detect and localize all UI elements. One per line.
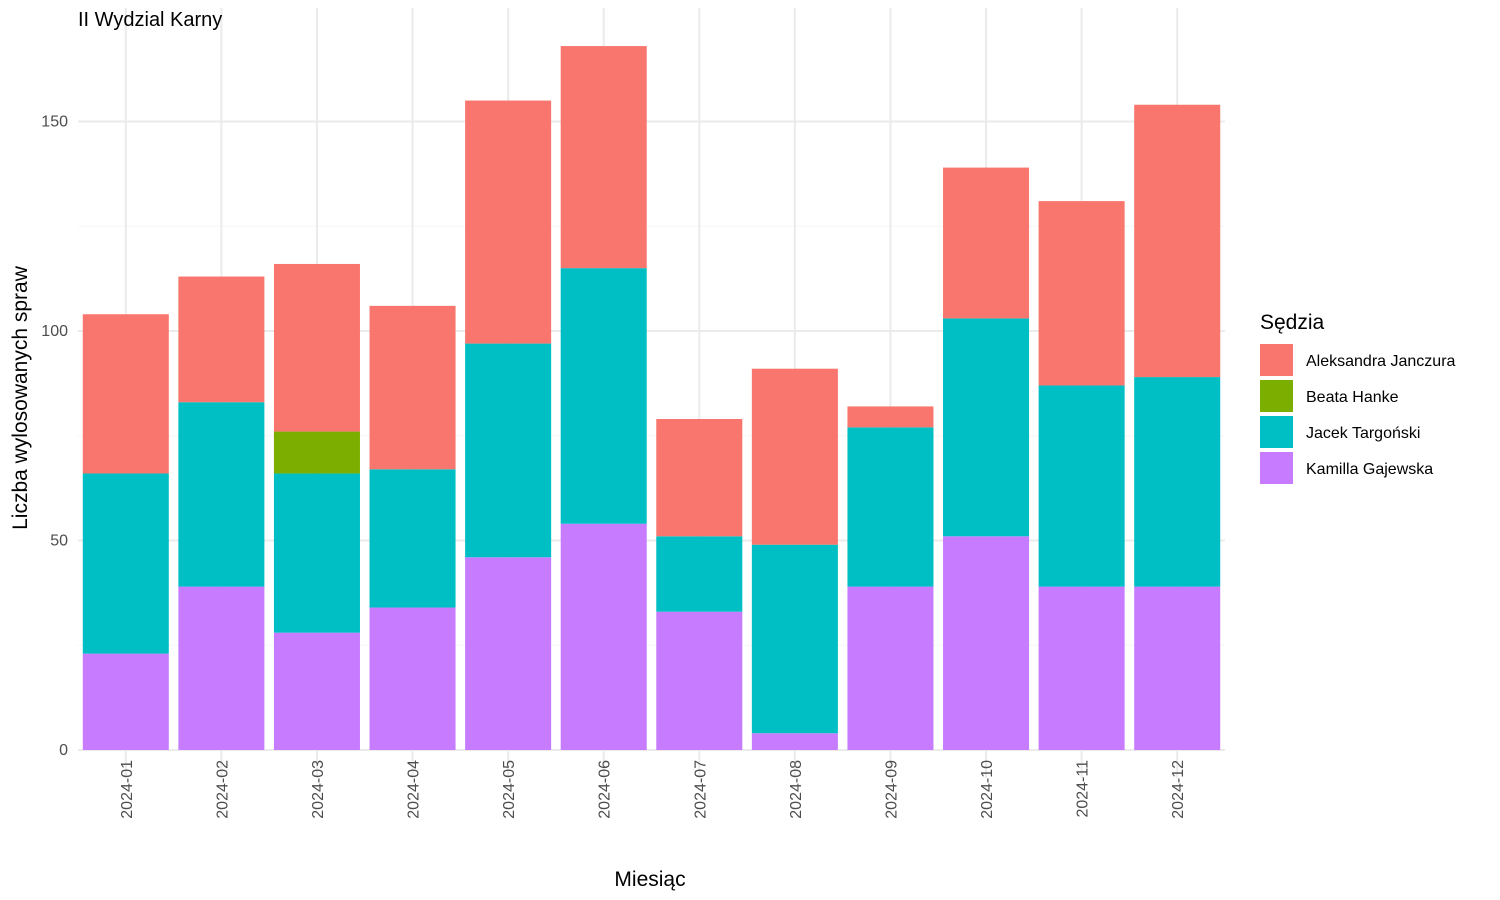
bar-segment — [369, 469, 456, 608]
legend-label: Beata Hanke — [1306, 389, 1399, 406]
bar-segment — [82, 653, 169, 750]
bar-segment — [943, 536, 1030, 750]
bar-segment — [751, 733, 838, 750]
x-tick-label: 2024-05 — [501, 760, 518, 819]
x-tick-label: 2024-02 — [214, 760, 231, 819]
bar-segment — [178, 402, 265, 587]
legend-swatch — [1260, 416, 1293, 448]
x-tick-label: 2024-08 — [788, 760, 805, 819]
bar-segment — [656, 611, 743, 750]
bars — [82, 46, 1221, 750]
x-axis-ticks: 2024-01 2024-02 2024-03 2024-04 2024-05 2024-… — [119, 760, 1187, 819]
legend: Sędzia Aleksandra Janczura Beata Hanke Jac… — [1260, 311, 1456, 484]
bar-segment — [847, 427, 934, 587]
y-axis-title: Liczba wylosowanych spraw — [9, 265, 32, 530]
bar-segment — [560, 268, 647, 524]
bar-segment — [178, 586, 265, 750]
x-tick-label: 2024-11 — [1075, 760, 1092, 818]
bar-segment — [560, 46, 647, 269]
bar-segment — [465, 100, 552, 344]
bar-segment — [465, 343, 552, 558]
bar-segment — [465, 557, 552, 750]
bar-segment — [1134, 377, 1221, 587]
x-tick-label: 2024-04 — [406, 760, 423, 819]
x-tick-label: 2024-12 — [1170, 760, 1187, 819]
y-tick-label: 0 — [59, 742, 68, 759]
bar-segment — [369, 305, 456, 470]
bar-segment — [560, 523, 647, 750]
legend-label: Kamilla Gajewska — [1306, 461, 1433, 478]
legend-swatch — [1260, 452, 1293, 484]
y-axis-ticks: 0 50 100 150 — [41, 114, 68, 760]
bar-segment — [1134, 586, 1221, 750]
bar-segment — [82, 314, 169, 474]
bar-segment — [82, 473, 169, 654]
bar-segment — [178, 276, 265, 403]
bar-segment — [751, 544, 838, 734]
legend-swatch — [1260, 344, 1293, 376]
bar-segment — [847, 406, 934, 428]
bar-segment — [656, 536, 743, 612]
bar-segment — [369, 607, 456, 750]
x-tick-label: 2024-03 — [310, 760, 327, 819]
x-tick-label: 2024-06 — [597, 760, 614, 819]
bar-segment — [1134, 104, 1221, 378]
x-tick-label: 2024-10 — [979, 760, 996, 819]
bar-segment — [273, 473, 360, 633]
bar-segment — [273, 263, 360, 432]
bar-segment — [656, 418, 743, 537]
bar-segment — [751, 368, 838, 545]
y-tick-label: 50 — [50, 533, 68, 550]
x-tick-label: 2024-07 — [692, 760, 709, 819]
legend-title: Sędzia — [1260, 311, 1325, 334]
x-tick-label: 2024-01 — [119, 760, 136, 819]
bar-segment — [273, 632, 360, 750]
bar-segment — [1038, 385, 1125, 587]
bar-segment — [847, 586, 934, 750]
chart-title: II Wydzial Karny — [78, 9, 222, 31]
bar-segment — [1038, 201, 1125, 386]
legend-label: Jacek Targoński — [1306, 425, 1420, 442]
legend-swatch — [1260, 380, 1293, 412]
bar-segment — [1038, 586, 1125, 750]
y-tick-label: 100 — [41, 323, 68, 340]
bar-segment — [273, 431, 360, 474]
y-tick-label: 150 — [41, 114, 68, 131]
x-axis-title: Miesiąc — [614, 868, 685, 891]
legend-label: Aleksandra Janczura — [1306, 353, 1456, 370]
bar-segment — [943, 318, 1030, 537]
x-tick-label: 2024-09 — [883, 760, 900, 819]
bar-segment — [943, 167, 1030, 319]
